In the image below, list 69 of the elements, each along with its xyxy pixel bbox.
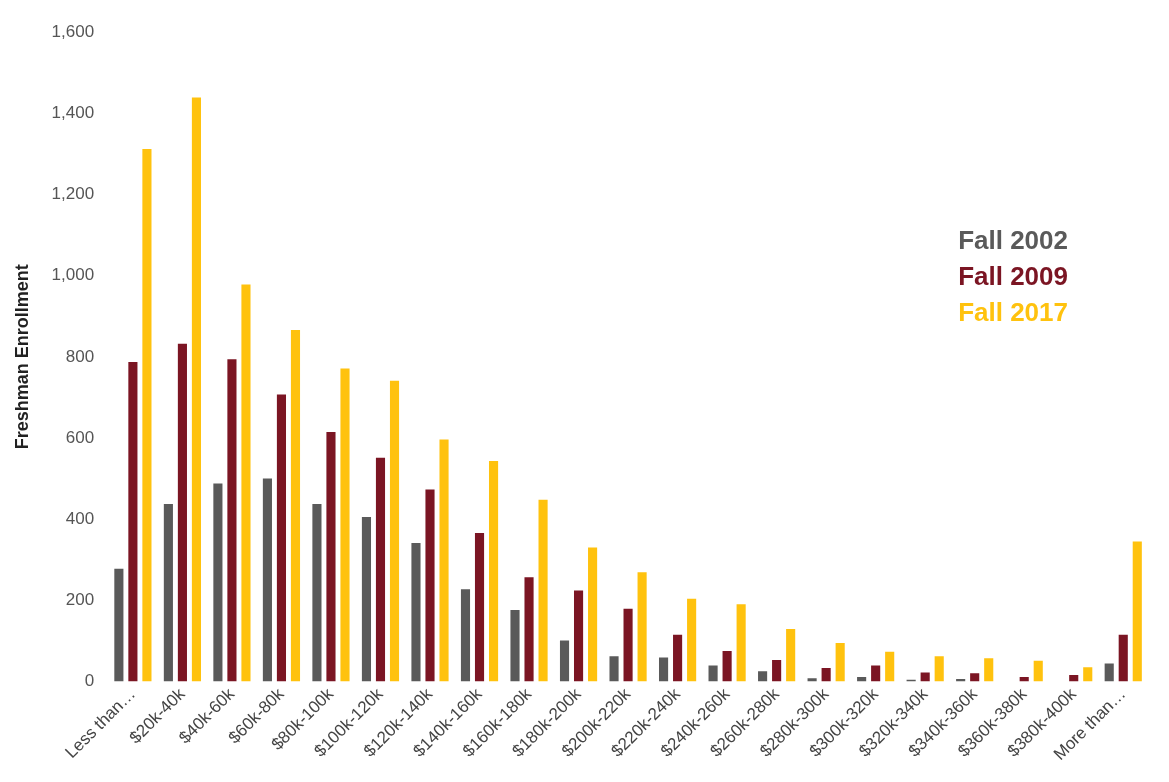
bar <box>1033 660 1043 682</box>
y-tick-label: 200 <box>65 589 95 609</box>
y-tick-label: 800 <box>65 346 95 366</box>
bar <box>538 499 548 682</box>
bar <box>1069 674 1079 682</box>
bar <box>439 439 449 682</box>
bar <box>425 489 435 682</box>
bar <box>786 629 796 682</box>
text: Fall 2002 <box>958 225 1068 256</box>
bar <box>142 149 152 682</box>
bar <box>871 665 881 682</box>
bar <box>510 610 520 682</box>
bar <box>573 590 584 682</box>
bar <box>758 671 768 682</box>
bar <box>361 517 372 682</box>
bar <box>163 504 173 682</box>
bar <box>722 651 732 682</box>
bar <box>276 394 287 682</box>
bar <box>588 547 598 682</box>
bar <box>1083 667 1093 682</box>
y-tick-label: 1,000 <box>51 265 95 285</box>
bar <box>885 651 895 682</box>
bar <box>411 543 421 682</box>
bar <box>1132 541 1142 682</box>
y-axis-title: Freshman Enrollment <box>11 264 32 450</box>
bar <box>934 656 944 682</box>
bar <box>772 659 782 682</box>
text: Fall 2009 <box>958 261 1068 292</box>
bar <box>1118 634 1128 682</box>
bar <box>262 478 272 682</box>
bar <box>177 343 187 682</box>
y-tick-label: 400 <box>65 508 95 528</box>
bar <box>128 362 138 682</box>
bar <box>326 431 336 682</box>
bar <box>673 634 683 682</box>
bar <box>609 656 619 682</box>
bar <box>241 284 251 682</box>
bar <box>191 97 202 682</box>
bar <box>708 665 718 682</box>
bar <box>659 657 669 682</box>
y-tick-label: 1,400 <box>51 103 95 123</box>
y-tick-label: 1,200 <box>51 184 95 204</box>
bar <box>460 589 471 682</box>
bar <box>389 380 400 682</box>
bar <box>213 483 223 682</box>
y-tick-label: 0 <box>84 671 95 691</box>
bar <box>1104 663 1114 682</box>
bar <box>474 532 485 682</box>
bar <box>114 568 124 682</box>
bar <box>984 658 994 682</box>
bar <box>488 461 499 682</box>
bar <box>835 642 845 682</box>
bar <box>807 678 817 682</box>
text: Fall 2017 <box>958 297 1068 328</box>
bar <box>559 640 570 682</box>
bar <box>736 604 746 682</box>
bar <box>524 577 534 682</box>
bar <box>821 668 831 682</box>
bar <box>970 673 980 682</box>
bar <box>623 608 633 682</box>
bar <box>375 457 386 682</box>
bar <box>637 572 647 682</box>
bar <box>687 598 697 682</box>
bar <box>340 368 350 682</box>
bar <box>290 330 301 682</box>
bar <box>312 504 322 682</box>
bar <box>227 359 237 682</box>
y-tick-label: 1,600 <box>51 21 95 41</box>
y-tick-label: 600 <box>65 427 95 447</box>
